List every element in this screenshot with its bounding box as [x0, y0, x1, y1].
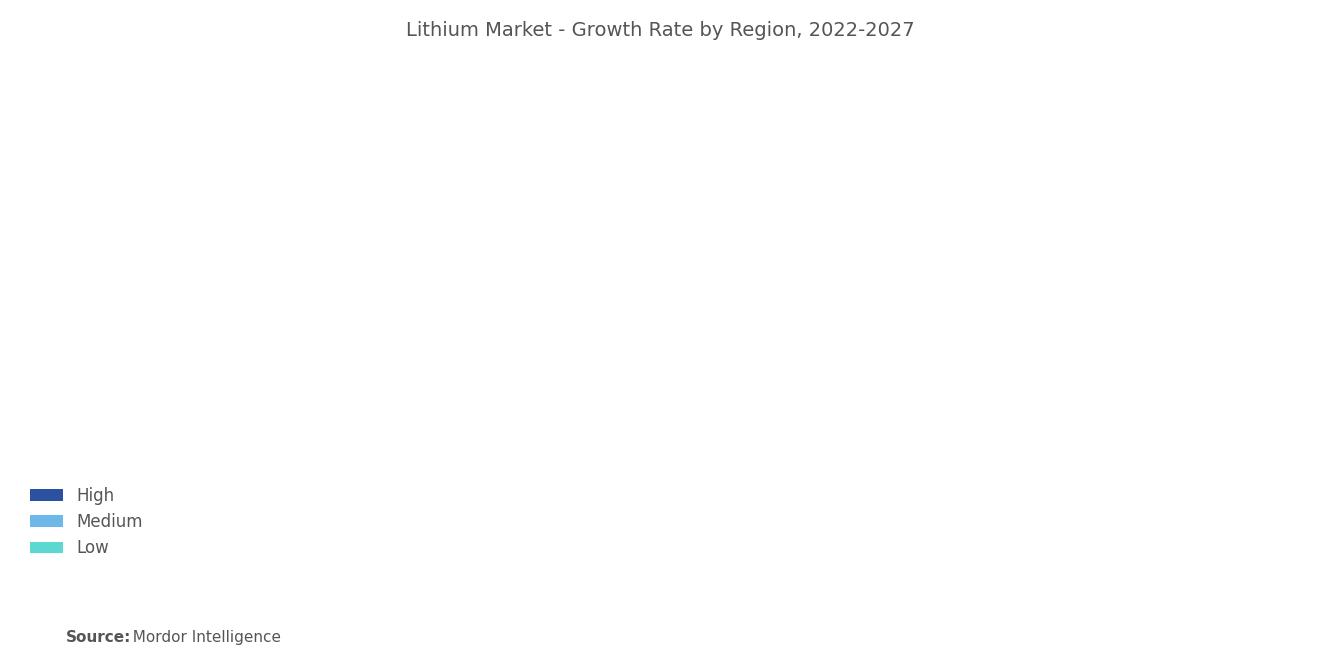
Legend: High, Medium, Low: High, Medium, Low: [24, 480, 150, 564]
Text: Source:: Source:: [66, 630, 132, 645]
Title: Lithium Market - Growth Rate by Region, 2022-2027: Lithium Market - Growth Rate by Region, …: [405, 21, 915, 40]
Text: Mordor Intelligence: Mordor Intelligence: [123, 630, 281, 645]
